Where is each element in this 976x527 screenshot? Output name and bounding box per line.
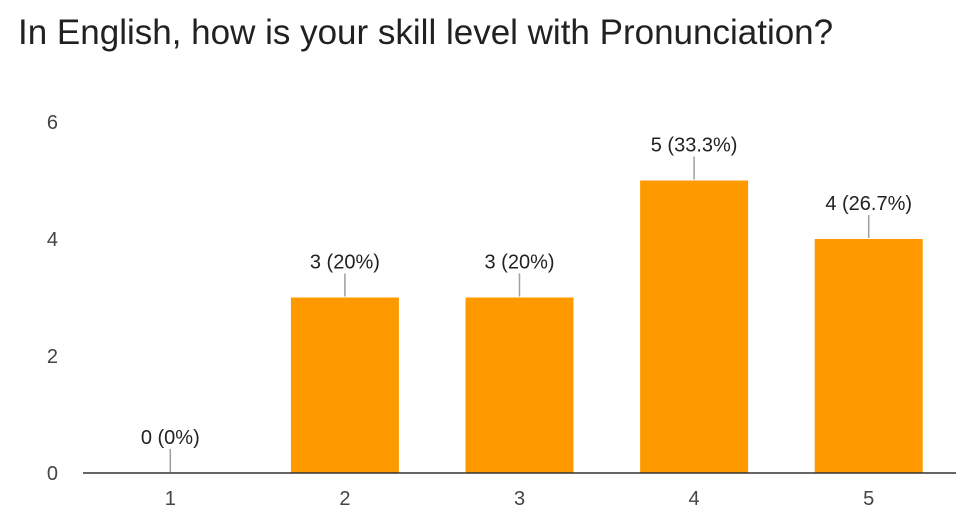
data-labels: 0 (0%) 3 (20%) 3 (20%) 5 (33.3%) 4 (26.7%): [141, 135, 912, 450]
data-label: 3 (20%): [310, 252, 380, 274]
x-tick-label: 3: [514, 488, 525, 510]
bar: [640, 180, 749, 473]
x-tick-label: 5: [863, 488, 874, 510]
y-tick-label: 2: [47, 346, 58, 368]
y-tick-label: 0: [47, 463, 58, 485]
data-label: 5 (33.3%): [651, 135, 738, 157]
data-label: 3 (20%): [484, 252, 554, 274]
bar: [465, 297, 574, 473]
data-label: 0 (0%): [141, 427, 200, 449]
bars: [290, 180, 923, 473]
bar: [814, 239, 923, 473]
y-tick-label: 6: [47, 112, 58, 134]
bar: [290, 297, 399, 473]
data-label-leaders: [169, 156, 870, 472]
y-tick-label: 4: [47, 229, 58, 251]
chart-title: In English, how is your skill level with…: [18, 13, 834, 52]
x-tick-label: 1: [165, 488, 176, 510]
y-axis-ticks: 0 2 4 6: [47, 112, 58, 485]
x-axis-ticks: 1 2 3 4 5: [165, 488, 875, 510]
data-label: 4 (26.7%): [825, 193, 912, 215]
x-tick-label: 2: [339, 488, 350, 510]
x-tick-label: 4: [689, 488, 700, 510]
